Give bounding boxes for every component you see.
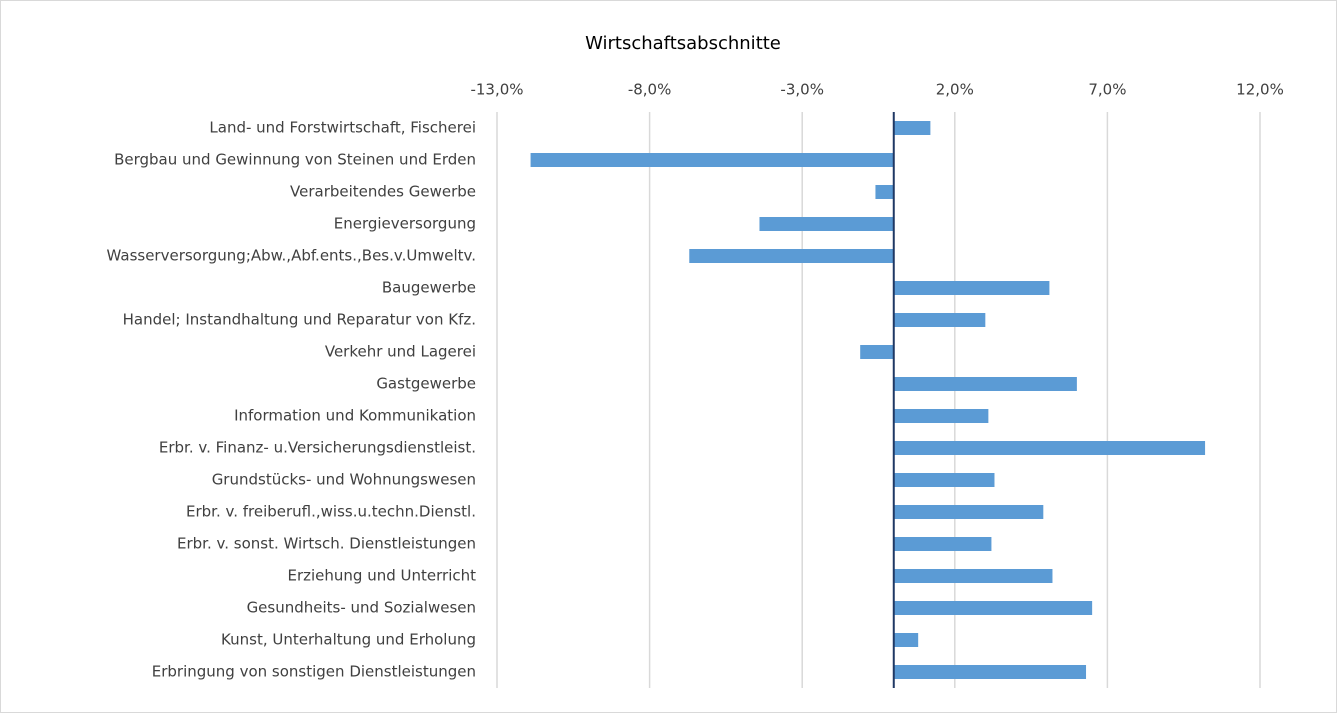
bar bbox=[759, 217, 894, 231]
bar bbox=[893, 121, 931, 135]
bar bbox=[893, 633, 919, 647]
y-tick-label: Grundstücks- und Wohnungswesen bbox=[212, 471, 476, 489]
y-tick-label: Energieversorgung bbox=[334, 215, 476, 233]
y-tick-label: Erbr. v. Finanz- u.Versicherungsdienstle… bbox=[159, 439, 476, 457]
y-tick-label: Bergbau und Gewinnung von Steinen und Er… bbox=[114, 151, 476, 169]
y-tick-label: Information und Kommunikation bbox=[234, 407, 476, 425]
y-tick-label: Erbr. v. freiberufl.,wiss.u.techn.Dienst… bbox=[186, 503, 476, 521]
x-tick-label: -3,0% bbox=[780, 81, 824, 99]
y-tick-label: Wasserversorgung;Abw.,Abf.ents.,Bes.v.Um… bbox=[107, 247, 477, 265]
bar bbox=[893, 281, 1050, 295]
bar bbox=[893, 601, 1093, 615]
bar bbox=[893, 441, 1206, 455]
bar bbox=[893, 313, 986, 327]
bar bbox=[893, 473, 995, 487]
x-tick-label: -13,0% bbox=[470, 81, 523, 99]
y-tick-label: Erbringung von sonstigen Dienstleistunge… bbox=[152, 663, 476, 681]
y-tick-label: Kunst, Unterhaltung und Erholung bbox=[221, 631, 476, 649]
y-tick-label: Verarbeitendes Gewerbe bbox=[290, 183, 476, 201]
x-tick-label: -8,0% bbox=[628, 81, 672, 99]
bar bbox=[893, 377, 1077, 391]
y-tick-label: Handel; Instandhaltung und Reparatur von… bbox=[123, 311, 476, 329]
y-tick-label: Baugewerbe bbox=[382, 279, 476, 297]
x-tick-label: 7,0% bbox=[1088, 81, 1126, 99]
bar bbox=[689, 249, 894, 263]
chart-title: Wirtschaftsabschnitte bbox=[585, 33, 781, 54]
y-tick-label: Erbr. v. sonst. Wirtsch. Dienstleistunge… bbox=[177, 535, 476, 553]
y-tick-label: Erziehung und Unterricht bbox=[288, 567, 477, 585]
y-tick-label: Gesundheits- und Sozialwesen bbox=[247, 599, 476, 617]
bar bbox=[875, 185, 894, 199]
bar bbox=[893, 569, 1053, 583]
bar bbox=[893, 665, 1087, 679]
y-tick-label: Land- und Forstwirtschaft, Fischerei bbox=[209, 119, 476, 137]
y-tick-label: Gastgewerbe bbox=[376, 375, 476, 393]
bar bbox=[893, 409, 989, 423]
x-tick-label: 12,0% bbox=[1236, 81, 1284, 99]
bar bbox=[860, 345, 894, 359]
x-tick-label: 2,0% bbox=[936, 81, 974, 99]
bar bbox=[893, 537, 992, 551]
bar bbox=[893, 505, 1044, 519]
y-tick-label: Verkehr und Lagerei bbox=[325, 343, 476, 361]
bar bbox=[530, 153, 894, 167]
